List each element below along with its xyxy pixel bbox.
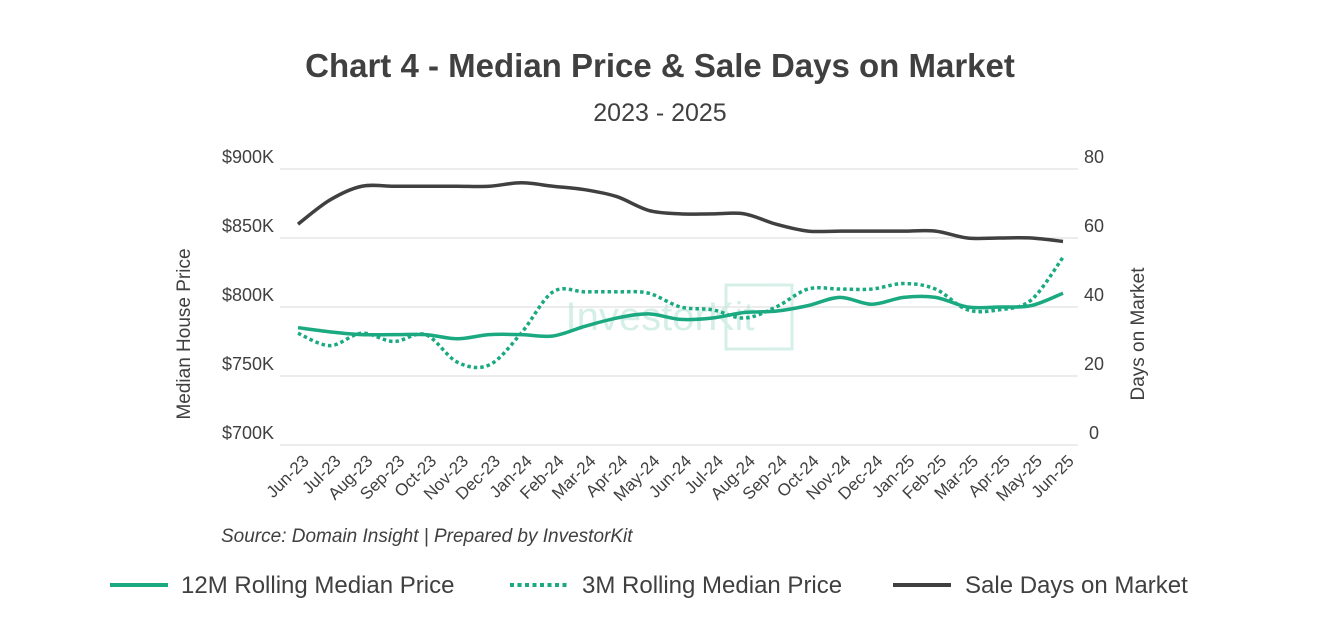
y-tick-label: $700K [222, 423, 274, 443]
legend: 12M Rolling Median Price 3M Rolling Media… [110, 572, 1188, 599]
y-axis-title: Median House Price [174, 248, 195, 419]
series-line [297, 256, 1065, 370]
y-tick-label: $800K [222, 285, 274, 305]
y-tick-label: $900K [222, 147, 274, 167]
y-tick-label: $850K [222, 216, 274, 236]
series-group [296, 181, 1065, 370]
y-axis-right: 0 20 40 60 80 [1084, 147, 1104, 443]
y2-tick-label: 20 [1084, 354, 1104, 374]
gridlines [280, 168, 1078, 446]
y2-tick-label: 60 [1084, 216, 1104, 236]
y2-tick-label: 40 [1084, 285, 1104, 305]
chart-subtitle: 2023 - 2025 [593, 99, 726, 127]
y2-axis-title: Days on Market [1128, 267, 1149, 401]
y2-tick-label: 0 [1089, 423, 1099, 443]
source-note: Source: Domain Insight | Prepared by Inv… [221, 526, 633, 547]
y-tick-label: $750K [222, 354, 274, 374]
series-line [296, 181, 1064, 244]
legend-label: 12M Rolling Median Price [181, 572, 454, 599]
series-line [297, 291, 1064, 341]
legend-label: Sale Days on Market [965, 572, 1188, 599]
y2-tick-label: 80 [1084, 147, 1104, 167]
legend-label: 3M Rolling Median Price [582, 572, 842, 599]
y-axis-left: $700K $750K $800K $850K $900K [222, 147, 274, 443]
x-axis: Jun-23Jul-23Aug-23Sep-23Oct-23Nov-23Dec-… [263, 451, 1078, 505]
watermark: InvestorKit [566, 283, 794, 351]
chart-title: Chart 4 - Median Price & Sale Days on Ma… [305, 47, 1015, 84]
